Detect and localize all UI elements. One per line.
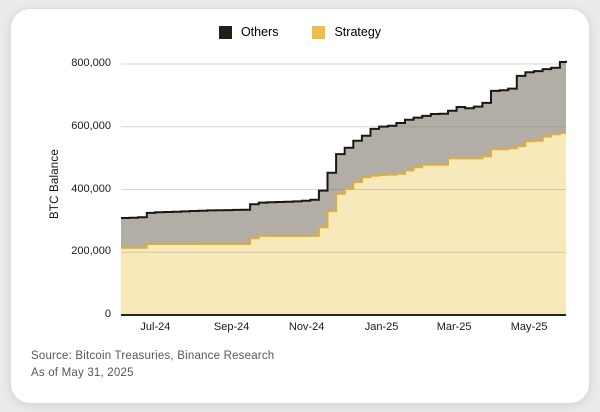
strategy-legend-label: Strategy — [334, 25, 382, 39]
others-swatch — [218, 25, 232, 39]
x-tick-label: Jul-24 — [140, 321, 171, 333]
strategy-swatch — [312, 25, 326, 39]
x-tick-label: May-25 — [510, 321, 548, 333]
y-tick-label: 800,000 — [71, 57, 111, 69]
asof-line: As of May 31, 2025 — [31, 366, 134, 379]
legend-item-strategy: Strategy — [312, 25, 381, 39]
y-tick-label: 0 — [104, 308, 111, 320]
legend-item-others: Others — [218, 25, 279, 39]
y-tick-label: 400,000 — [71, 182, 111, 195]
y-tick-label: 200,000 — [71, 245, 111, 258]
source-note: Source: Bitcoin Treasuries, Binance Rese… — [31, 348, 274, 381]
chart-card: Others Strategy BTC Balance 0 200,000 400,… — [10, 8, 590, 404]
x-tick-label: Sep-24 — [213, 321, 250, 333]
strategy-area — [121, 132, 566, 315]
source-line: Source: Bitcoin Treasuries, Binance Rese… — [31, 350, 275, 362]
y-tick-label: 600,000 — [71, 119, 111, 132]
x-tick-label: Mar-25 — [436, 321, 472, 333]
others-line — [121, 60, 567, 219]
x-tick-label: Jan-25 — [364, 321, 399, 333]
others-legend-label: Others — [240, 25, 279, 39]
stacked-area-chart — [121, 60, 567, 316]
chart-legend: Others Strategy — [11, 25, 589, 39]
x-tick-label: Nov-24 — [288, 321, 325, 333]
strategy-line — [121, 131, 566, 249]
